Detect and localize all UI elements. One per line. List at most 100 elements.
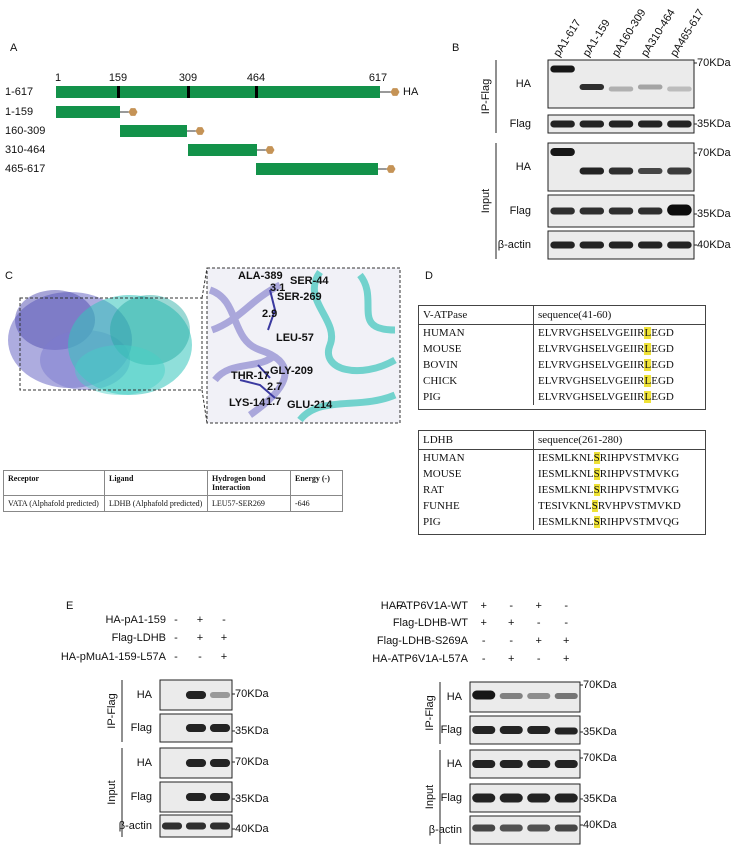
row: MOUSE IESMLKNLSRIHPVSTMVKG bbox=[418, 466, 706, 482]
size-marker: 40KDa bbox=[583, 819, 618, 831]
construct-bar bbox=[56, 106, 120, 118]
band bbox=[185, 724, 207, 732]
header-cell: Energy (-) bbox=[290, 470, 343, 496]
header-cell: Hydrogen bond Interaction bbox=[207, 470, 291, 496]
row: MOUSE ELVRVGHSELVGEIIRLEGD bbox=[418, 341, 706, 357]
condition-sign: - bbox=[482, 653, 486, 665]
condition-label: Flag-LDHB bbox=[112, 632, 166, 644]
sequence-cell: ELVRVGHSELVGEIIRLEGD bbox=[534, 373, 706, 389]
ligand-ribbon bbox=[297, 269, 397, 423]
residue-label: 2.9 bbox=[262, 308, 277, 320]
band bbox=[667, 241, 692, 249]
condition-sign: + bbox=[508, 617, 514, 629]
sequence-part: ELVRVGHSELVGEIIR bbox=[538, 359, 645, 371]
condition-sign: - bbox=[537, 617, 541, 629]
zoom-line bbox=[201, 389, 208, 424]
ligand-surface bbox=[75, 345, 165, 395]
highlighted-residue: L bbox=[644, 391, 652, 403]
size-marker: 40KDa bbox=[697, 239, 732, 251]
band bbox=[209, 692, 231, 698]
band bbox=[554, 793, 578, 803]
domain-boundary bbox=[255, 86, 258, 98]
band bbox=[608, 167, 634, 175]
band bbox=[499, 793, 523, 803]
condition-label: Flag-LDHB-WT bbox=[393, 617, 468, 629]
cell: VATA (Alphafold predicted) bbox=[3, 495, 105, 512]
row-label: β-actin bbox=[429, 824, 462, 836]
sequence-part: ELVRVGHSELVGEIIR bbox=[538, 375, 645, 387]
condition-sign: - bbox=[537, 653, 541, 665]
band bbox=[550, 207, 575, 215]
sequence-table: LDHB sequence(261-280) HUMAN IESMLKNLSRIHPV… bbox=[418, 430, 706, 535]
band bbox=[579, 120, 605, 128]
condition-label: HA-pA1-159 bbox=[105, 614, 166, 626]
size-marker: 70KDa bbox=[583, 752, 618, 764]
construct-label: 1-159 bbox=[5, 106, 33, 118]
sequence-part: EGD bbox=[651, 327, 674, 339]
sequence-table: V-ATPase sequence(41-60) HUMAN ELVRVGHSELVG… bbox=[418, 305, 706, 410]
ha-tag bbox=[128, 108, 138, 116]
row-label: Flag bbox=[441, 724, 462, 736]
band bbox=[554, 760, 578, 768]
size-marker: 35KDa bbox=[697, 208, 732, 220]
header-cell: LDHB bbox=[418, 430, 534, 450]
panel-label: A bbox=[10, 42, 18, 54]
sequence-part: EGD bbox=[651, 359, 674, 371]
row-label: β-actin bbox=[119, 820, 152, 832]
sequence-cell: ELVRVGHSELVGEIIRLEGD bbox=[534, 357, 706, 373]
condition-sign: - bbox=[509, 600, 513, 612]
band bbox=[185, 759, 207, 767]
receptor-ribbon bbox=[208, 281, 289, 418]
condition-sign: + bbox=[197, 632, 203, 644]
size-marker: 35KDa bbox=[697, 118, 732, 130]
row: FUNHE TESIVKNLSRVHPVSTMVKD bbox=[418, 498, 706, 514]
ligand-surface bbox=[68, 295, 192, 395]
row-label: Flag bbox=[510, 118, 531, 130]
spacer-row bbox=[419, 405, 706, 409]
row-label: Flag bbox=[441, 792, 462, 804]
construct-bar bbox=[256, 163, 378, 175]
condition-sign: - bbox=[174, 614, 178, 626]
cell: LEU57-SER269 bbox=[207, 495, 291, 512]
species-cell: HUMAN bbox=[418, 449, 534, 466]
sequence-cell: IESMLKNLSRIHPVSTMVQG bbox=[534, 514, 706, 530]
row-label: HA bbox=[447, 691, 463, 703]
position-label: 464 bbox=[247, 72, 265, 84]
condition-sign: - bbox=[198, 651, 202, 663]
group-label: Input bbox=[106, 780, 118, 804]
residue-label: GLY-209 bbox=[270, 365, 313, 377]
panel-label: F bbox=[396, 600, 403, 612]
band bbox=[185, 691, 207, 699]
panel-label: C bbox=[5, 270, 13, 282]
highlighted-residue: L bbox=[644, 359, 652, 371]
row-label: HA bbox=[137, 689, 153, 701]
size-marker: 35KDa bbox=[235, 793, 270, 805]
condition-sign: + bbox=[536, 600, 542, 612]
size-marker: 70KDa bbox=[235, 688, 270, 700]
band bbox=[608, 86, 634, 92]
residue-label: 2.7 bbox=[267, 381, 282, 393]
highlighted-residue: S bbox=[593, 452, 600, 464]
highlighted-residue: S bbox=[593, 484, 600, 496]
species-cell: BOVIN bbox=[418, 357, 534, 373]
sequence-part: ELVRVGHSELVGEIIR bbox=[538, 391, 645, 403]
construct-label: 160-309 bbox=[5, 125, 45, 137]
row-label: HA bbox=[516, 161, 532, 173]
sequence-cell: IESMLKNLSRIHPVSTMVKG bbox=[534, 450, 706, 467]
species-cell: FUNHE bbox=[418, 498, 534, 514]
band bbox=[185, 793, 207, 801]
highlighted-residue: S bbox=[593, 468, 600, 480]
species-cell: CHICK bbox=[418, 373, 534, 389]
band bbox=[209, 724, 231, 732]
row-label: Flag bbox=[131, 722, 152, 734]
species-cell: PIG bbox=[418, 514, 534, 530]
species-cell: RAT bbox=[418, 482, 534, 498]
band bbox=[554, 693, 578, 699]
band bbox=[637, 120, 663, 128]
sequence-part: RIHPVSTMVKG bbox=[599, 452, 680, 464]
band bbox=[667, 86, 692, 92]
construct-label: 1-617 bbox=[5, 86, 33, 98]
condition-label: HA-pMuA1-159-L57A bbox=[61, 651, 167, 663]
ligand-surface bbox=[110, 295, 190, 365]
